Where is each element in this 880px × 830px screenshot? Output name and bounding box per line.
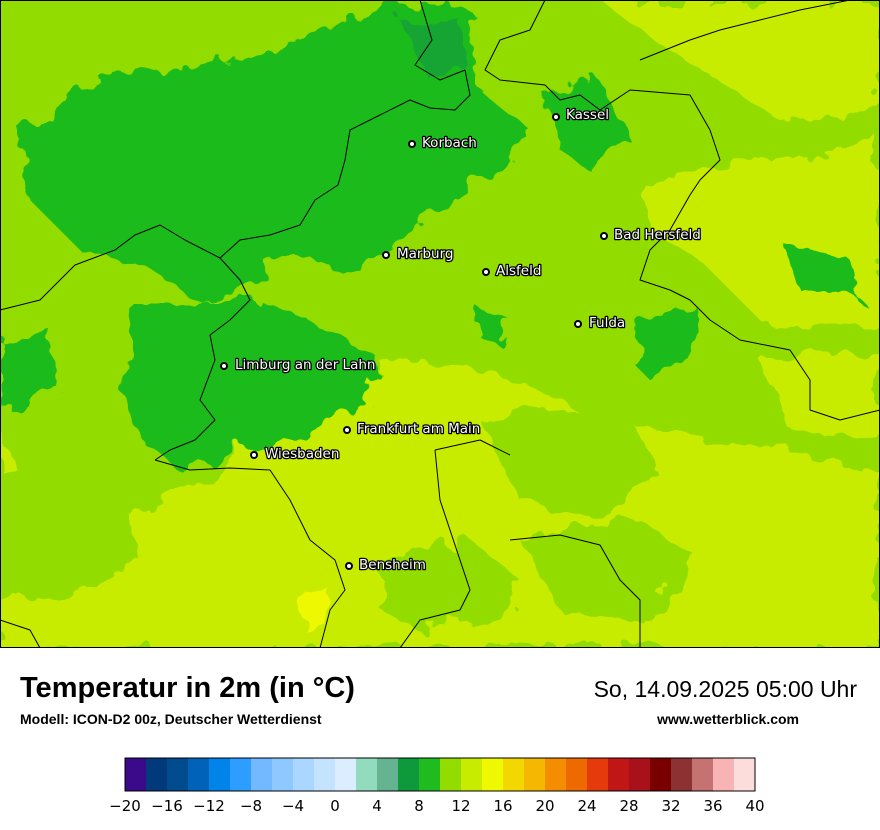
color-scale-bin bbox=[167, 758, 189, 791]
color-scale-legend: −20 −16 −12 −8 −4 0 4 8 12 16 20 24 28 32 36 40 bbox=[109, 757, 765, 815]
city-label: Limburg an der Lahn bbox=[235, 357, 375, 373]
color-scale-tick-label: 12 bbox=[451, 797, 470, 815]
color-scale-bin bbox=[482, 758, 504, 791]
color-scale-tick-label: 0 bbox=[330, 797, 340, 815]
forecast-datetime: So, 14.09.2025 05:00 Uhr bbox=[593, 676, 857, 702]
color-scale-tick-label: 40 bbox=[745, 797, 764, 815]
color-scale-bin bbox=[356, 758, 378, 791]
color-scale-tick-label: 24 bbox=[577, 797, 596, 815]
city-label: Bad Hersfeld bbox=[614, 227, 701, 243]
color-scale-tick-label: −12 bbox=[193, 797, 225, 815]
color-scale-bin bbox=[503, 758, 525, 791]
city-label: Korbach bbox=[422, 135, 477, 151]
color-scale-bin bbox=[335, 758, 357, 791]
city-frankfurt[interactable]: Frankfurt am Main bbox=[343, 420, 482, 438]
city-label: Bensheim bbox=[359, 557, 426, 573]
color-scale-tick-label: −8 bbox=[240, 797, 262, 815]
color-scale-bin bbox=[398, 758, 420, 791]
color-scale-bin bbox=[230, 758, 252, 791]
city-limburg[interactable]: Limburg an der Lahn bbox=[220, 356, 377, 374]
city-wiesbaden[interactable]: Wiesbaden bbox=[250, 445, 341, 463]
city-label: Wiesbaden bbox=[265, 446, 339, 462]
website-link[interactable]: www.wetterblick.com bbox=[657, 711, 799, 727]
color-scale-bins bbox=[125, 758, 756, 791]
footer-panel: Temperatur in 2m (in °C) Modell: ICON-D2… bbox=[0, 648, 880, 830]
temperature-map[interactable]: Kassel Korbach Bad Hersfeld Marburg Alsf… bbox=[0, 0, 880, 648]
color-scale-tick-label: −20 bbox=[109, 797, 141, 815]
color-scale-bin bbox=[440, 758, 462, 791]
color-scale-bin bbox=[251, 758, 273, 791]
map-title: Temperatur in 2m (in °C) bbox=[20, 672, 355, 704]
color-scale-bin bbox=[650, 758, 672, 791]
color-scale-bin bbox=[209, 758, 231, 791]
color-scale-bin bbox=[125, 758, 147, 791]
color-scale-tick-label: 32 bbox=[661, 797, 680, 815]
color-scale-tick-label: 4 bbox=[372, 797, 382, 815]
city-marburg[interactable]: Marburg bbox=[382, 245, 455, 263]
city-fulda[interactable]: Fulda bbox=[574, 314, 626, 332]
city-kassel[interactable]: Kassel bbox=[552, 106, 610, 124]
city-bensheim[interactable]: Bensheim bbox=[345, 556, 427, 574]
color-scale-bin bbox=[629, 758, 651, 791]
color-scale-bin bbox=[608, 758, 630, 791]
city-korbach[interactable]: Korbach bbox=[408, 134, 478, 152]
color-scale-bin bbox=[587, 758, 609, 791]
color-scale-tick-label: 20 bbox=[535, 797, 554, 815]
color-scale-frame bbox=[124, 757, 756, 792]
color-scale-bin bbox=[461, 758, 483, 791]
color-scale-tick-label: −16 bbox=[151, 797, 183, 815]
color-scale-bin bbox=[188, 758, 210, 791]
color-scale-tick-label: 8 bbox=[414, 797, 424, 815]
color-scale-bin bbox=[272, 758, 294, 791]
color-scale-ticks: −20 −16 −12 −8 −4 0 4 8 12 16 20 24 28 32 36 40 bbox=[109, 797, 764, 815]
city-label: Frankfurt am Main bbox=[357, 421, 480, 437]
city-label: Kassel bbox=[566, 107, 609, 123]
color-scale-tick-label: 28 bbox=[619, 797, 638, 815]
city-label: Alsfeld bbox=[496, 263, 541, 279]
model-source: Modell: ICON-D2 00z, Deutscher Wetterdie… bbox=[20, 711, 322, 727]
color-scale-bin bbox=[545, 758, 567, 791]
city-markers: Kassel Korbach Bad Hersfeld Marburg Alsf… bbox=[220, 106, 702, 574]
color-scale-tick-label: 36 bbox=[703, 797, 722, 815]
color-scale-bin bbox=[146, 758, 168, 791]
color-scale-tick-label: −4 bbox=[282, 797, 304, 815]
color-scale-tick-label: 16 bbox=[493, 797, 512, 815]
color-scale-bin bbox=[293, 758, 315, 791]
color-scale-bin bbox=[314, 758, 336, 791]
color-scale-bin bbox=[419, 758, 441, 791]
color-scale-bin bbox=[524, 758, 546, 791]
color-scale-bin bbox=[692, 758, 714, 791]
city-alsfeld[interactable]: Alsfeld bbox=[482, 262, 543, 280]
color-scale-bin bbox=[713, 758, 735, 791]
temperature-fields bbox=[0, 0, 880, 648]
borders bbox=[0, 0, 880, 648]
city-bad-hersfeld[interactable]: Bad Hersfeld bbox=[600, 226, 702, 244]
color-scale-bin bbox=[566, 758, 588, 791]
city-label: Fulda bbox=[589, 315, 625, 331]
city-label: Marburg bbox=[397, 246, 453, 262]
color-scale-bin bbox=[671, 758, 693, 791]
color-scale-bin bbox=[377, 758, 399, 791]
color-scale-bin bbox=[734, 758, 756, 791]
